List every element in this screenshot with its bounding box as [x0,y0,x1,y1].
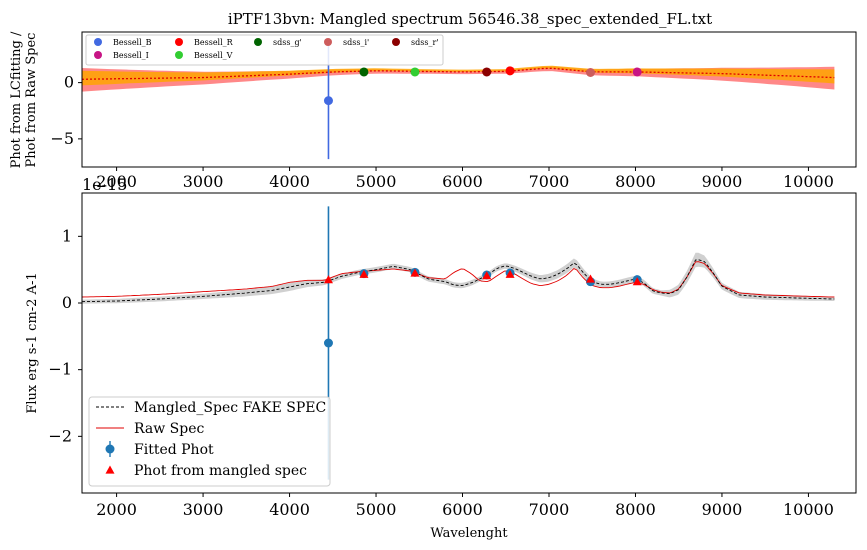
bottom-y-tick-label: −1 [48,360,72,379]
top-orange-band [82,65,835,86]
top-legend-marker [94,51,102,59]
phot-mangled-triangle [586,274,596,283]
phot-mangled-triangle [359,269,369,278]
phot-mangled-triangle [323,275,333,284]
bottom-x-axis: 2000 3000 4000 5000 6000 7000 8000 9000 10000 [96,493,834,519]
bottom-y-tick-label: 1 [62,226,72,245]
bottom-legend-label: Raw Spec [134,421,204,437]
legend-triangle-swatch [105,465,115,474]
bottom-legend-label: Phot from mangled spec [134,463,307,479]
top-legend-label: sdss_i' [343,38,369,47]
top-x-tick-label: 2000 [96,172,137,191]
bottom-x-tick-label: 8000 [615,500,656,519]
top-point [323,96,333,106]
top-legend-marker [254,38,262,46]
top-x-tick-label: 9000 [702,172,743,191]
phot-mangled-triangles [323,268,642,286]
top-point [482,67,492,77]
top-legend-marker [175,38,183,46]
bottom-y-tick-label: −2 [48,426,72,445]
bottom-legend-label: Fitted Phot [134,442,214,458]
bottom-x-label: Wavelenght [430,526,508,541]
top-x-tick-label: 7000 [529,172,570,191]
top-x-axis: 2000 3000 4000 5000 6000 7000 8000 9000 10000 [96,167,834,191]
bottom-y-label: Flux erg s-1 cm-2 A-1 [25,272,40,413]
top-uncertainty-band [82,65,835,92]
top-point [586,68,596,77]
top-ratio-line [81,67,835,80]
mangled-spec-uncertainty-band [82,252,835,304]
top-x-tick-label: 5000 [356,172,397,191]
top-offset-text: 1e-15 [82,175,127,194]
mangled-spec-path [81,259,835,303]
top-y-tick-label: 0 [64,73,74,92]
chart-title: iPTF13bvn: Mangled spectrum 56546.38_spe… [228,10,712,28]
top-legend-marker [392,38,400,46]
bottom-panel: 2000 3000 4000 5000 6000 7000 8000 9000 10000 1 0… [25,192,857,541]
top-point [505,66,515,76]
top-point [359,67,369,77]
top-legend-label: Bessell_B [113,38,152,47]
top-legend-label: Bessell_R [194,38,234,47]
top-y-tick-label: −5 [50,129,74,148]
top-ratio-curve [81,67,835,80]
bottom-x-tick-label: 10000 [783,500,834,519]
top-legend: Bessell_B Bessell_R sdss_g' sdss_i' sdss_r' B… [85,34,444,66]
bottom-frame [81,192,857,494]
bottom-x-tick-label: 6000 [442,500,483,519]
fitted-phot-point [323,338,333,348]
top-frame [81,31,857,168]
top-y-label-line2: Phot from Raw Spec [24,33,39,168]
bottom-x-tick-label: 3000 [183,500,224,519]
raw-spec-line [81,261,835,298]
top-x-tick-label: 3000 [183,172,224,191]
top-legend-label: Bessell_I [113,51,149,60]
bottom-x-tick-label: 7000 [529,500,570,519]
top-legend-label: sdss_r' [411,38,438,47]
bottom-gray-band [82,252,835,304]
bottom-y-axis: 1 0 −1 −2 [48,226,82,445]
top-point [632,67,642,77]
bottom-y-tick-label: 0 [62,293,72,312]
top-legend-label: Bessell_V [194,51,233,60]
bottom-legend-box [88,396,331,487]
legend-fitted-swatch [105,444,115,454]
top-y-axis: 0 −5 [50,73,82,148]
bottom-x-tick-label: 2000 [96,500,137,519]
phot-mangled-triangle [482,271,492,280]
bottom-legend: Mangled_Spec FAKE SPEC Raw Spec Fitted Pho… [88,396,331,487]
phot-mangled-triangle [410,268,420,277]
top-ratio-points [323,42,642,160]
top-x-tick-label: 6000 [442,172,483,191]
top-point [410,67,420,77]
phot-mangled-triangle [632,277,642,286]
top-x-tick-label: 4000 [269,172,310,191]
bottom-x-tick-label: 5000 [356,500,397,519]
raw-spec-path [81,261,835,298]
top-legend-marker [94,38,102,46]
top-y-label-line1: Phot from LCfitting / [9,31,24,168]
top-legend-label: sdss_g' [273,38,302,47]
phot-mangled-triangle [505,269,515,278]
bottom-legend-label: Mangled_Spec FAKE SPEC [134,400,326,416]
top-legend-marker [175,51,183,59]
top-panel: 2000 3000 4000 5000 6000 7000 8000 9000 10000 0 −… [9,31,857,194]
mangled-spec-line [81,259,835,303]
bottom-x-tick-label: 9000 [702,500,743,519]
top-x-tick-label: 10000 [783,172,834,191]
bottom-x-tick-label: 4000 [269,500,310,519]
top-legend-marker [324,38,332,46]
top-x-tick-label: 8000 [615,172,656,191]
